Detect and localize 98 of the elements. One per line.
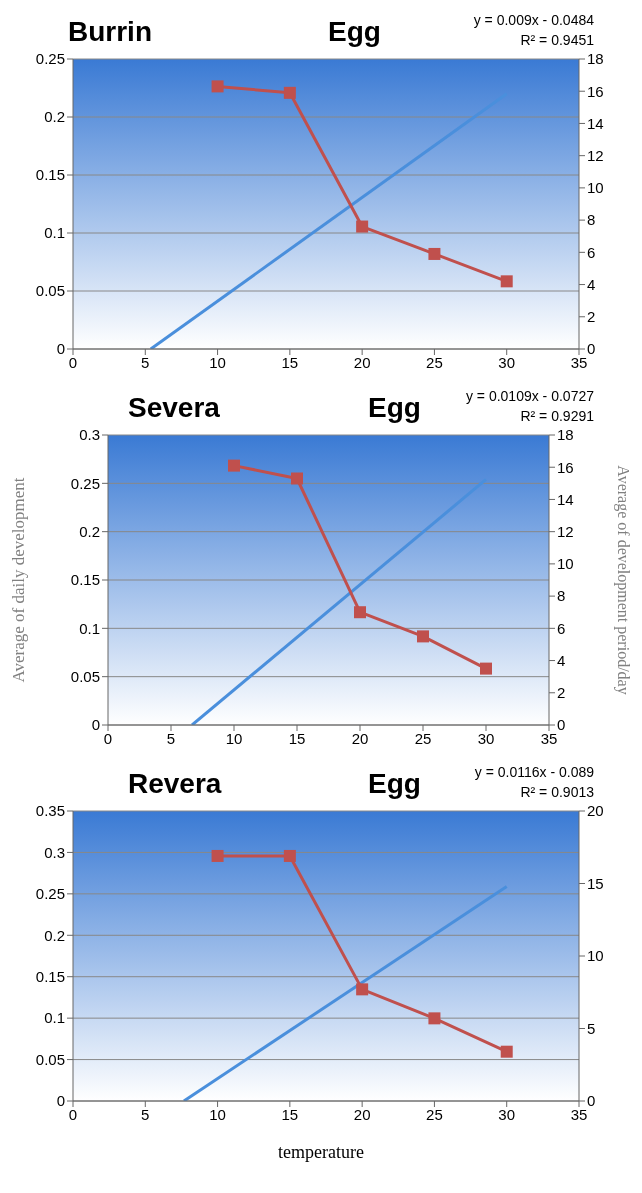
y-axis-title: Average of daily development [9,477,29,683]
point [417,630,429,643]
x-tick-label: 35 [570,1105,588,1123]
x-tick-label: 5 [141,1105,150,1123]
point [283,86,296,99]
y2-tick-label: 0 [587,1092,596,1110]
text: R² = 0.9451 [519,31,594,50]
y2-tick-label: 8 [587,211,596,229]
chart-subtitle: Egg [368,392,421,424]
y2-tick-label: 0 [587,340,596,358]
y2-tick-label: 2 [557,684,566,702]
y-tick-label: 0.2 [44,108,65,126]
x-tick-label: 10 [225,729,243,747]
y2-tick-label: 12 [557,522,574,540]
y-tick-label: 0.1 [44,224,65,242]
point [500,1045,513,1058]
y2-tick-label: 2 [587,308,596,326]
point [356,220,369,233]
y2-tick-label: 4 [587,275,596,293]
point [228,459,240,472]
y2-tick-label: 14 [587,114,604,132]
y-tick-label: 0.25 [70,474,100,492]
chart-subtitle: Egg [368,768,421,800]
y2-tick-label: 14 [557,490,574,508]
chart-subtitle: Egg [328,16,381,48]
y-tick-label: 0.15 [70,571,100,589]
y-tick-label: 0.1 [79,619,100,637]
point [211,80,224,93]
x-tick-label: 30 [498,1105,516,1123]
y-tick-label: 0.1 [44,1009,65,1027]
y2-tick-label: 6 [557,619,566,637]
y2-tick-label: 10 [557,555,574,573]
y-tick-label: 0.2 [44,926,65,944]
x-tick-label: 30 [498,353,516,371]
y-tick-label: 0.3 [79,426,100,444]
y-tick-label: 0.15 [35,968,65,986]
y-tick-label: 0.15 [35,166,65,184]
y2-tick-label: 18 [587,50,604,68]
x-tick-label: 25 [426,353,443,371]
y-tick-label: 0.05 [70,667,100,685]
y-tick-label: 0.05 [35,282,65,300]
point [283,849,296,862]
x-tick-label: 25 [426,1105,443,1123]
y-tick-label: 0.2 [79,522,100,540]
x-tick-label: 35 [540,729,558,747]
text: y = 0.0116x - 0.089 [474,763,594,782]
x-tick-label: 5 [141,353,150,371]
point [500,275,513,288]
y2-tick-label: 15 [587,874,604,892]
x-axis-title: temperature [277,1142,365,1163]
y2-tick-label: 0 [557,716,566,734]
point [211,849,224,862]
y-tick-label: 0.05 [35,1050,65,1068]
y-tick-label: 0.35 [35,802,65,820]
x-tick-label: 20 [353,353,371,371]
text: y = 0.009x - 0.0484 [473,11,594,30]
point [428,247,441,260]
y2-tick-label: 10 [587,179,604,197]
chart-title: Revera [128,768,222,800]
point [354,606,366,619]
x-tick-label: 10 [209,353,226,371]
x-tick-label: 15 [288,729,306,747]
y-tick-label: 0 [91,716,100,734]
y-tick-label: 0.25 [35,50,65,68]
y-tick-label: 0.25 [35,885,65,903]
x-tick-label: 30 [477,729,495,747]
y2-tick-label: 10 [587,947,604,965]
point [356,983,369,996]
text: y = 0.0109x - 0.0727 [465,387,594,406]
chart-title: Burrin [68,16,152,48]
text: R² = 0.9291 [519,407,594,426]
y-tick-label: 0 [56,1092,65,1110]
text: R² = 0.9013 [519,783,594,802]
x-tick-label: 15 [281,353,299,371]
x-tick-label: 20 [353,1105,371,1123]
y2-tick-label: 18 [557,426,574,444]
point [291,472,303,485]
x-tick-label: 20 [351,729,369,747]
y2-tick-label: 8 [557,587,566,605]
y2-tick-label: 20 [587,802,604,820]
y-tick-label: 0.3 [44,843,65,861]
x-tick-label: 0 [103,729,113,747]
x-tick-label: 15 [281,1105,299,1123]
x-tick-label: 25 [414,729,432,747]
x-tick-label: 5 [166,729,176,747]
y2-tick-label: 5 [587,1019,596,1037]
y-tick-label: 0 [56,340,65,358]
x-tick-label: 35 [570,353,588,371]
y2-tick-label: 6 [587,243,596,261]
y2-axis-title: Average of development period/day [614,465,633,695]
y2-tick-label: 4 [557,651,566,669]
y2-tick-label: 12 [587,146,604,164]
x-tick-label: 10 [209,1105,226,1123]
chart-title: Severa [128,392,220,424]
point [428,1012,441,1025]
y2-tick-label: 16 [587,82,604,100]
y2-tick-label: 16 [557,458,574,476]
point [480,662,492,675]
